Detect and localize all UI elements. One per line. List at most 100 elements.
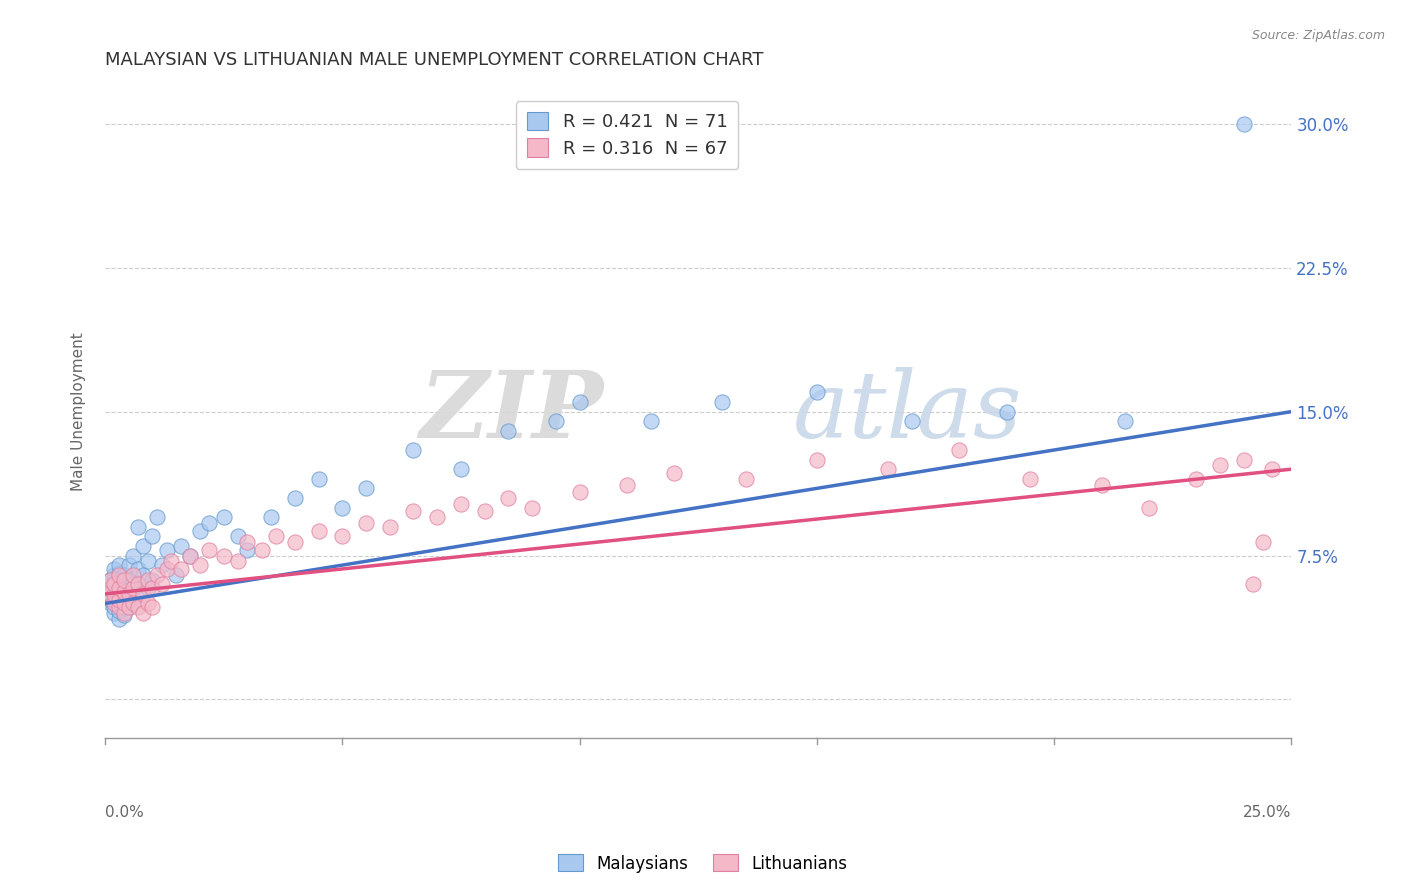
Point xyxy=(132,587,155,601)
Point xyxy=(640,414,662,428)
Point xyxy=(156,562,179,576)
Point xyxy=(1233,452,1256,467)
Point xyxy=(1137,500,1160,515)
Point xyxy=(1114,414,1136,428)
Point xyxy=(108,612,131,626)
Point xyxy=(568,395,591,409)
Point xyxy=(284,535,307,549)
Point xyxy=(108,600,131,615)
Point xyxy=(98,592,121,607)
Point xyxy=(98,587,121,601)
Point xyxy=(354,516,377,530)
Point xyxy=(710,395,733,409)
Point xyxy=(948,442,970,457)
Point xyxy=(284,491,307,505)
Point xyxy=(103,587,125,601)
Point xyxy=(127,520,149,534)
Point xyxy=(112,574,135,588)
Point xyxy=(1090,477,1112,491)
Point xyxy=(260,510,283,524)
Point xyxy=(103,577,125,591)
Point xyxy=(402,504,425,518)
Point xyxy=(118,574,141,588)
Point xyxy=(98,581,121,595)
Point xyxy=(170,539,193,553)
Point xyxy=(122,597,145,611)
Point xyxy=(1019,472,1042,486)
Point xyxy=(520,500,543,515)
Point xyxy=(150,577,173,591)
Point xyxy=(264,529,287,543)
Point xyxy=(108,558,131,573)
Point xyxy=(877,462,900,476)
Point xyxy=(170,562,193,576)
Point xyxy=(112,585,135,599)
Point xyxy=(1251,535,1274,549)
Point xyxy=(112,577,135,591)
Point xyxy=(132,539,155,553)
Point xyxy=(198,516,221,530)
Point xyxy=(122,567,145,582)
Point xyxy=(108,589,131,603)
Point xyxy=(108,567,131,582)
Legend: R = 0.421  N = 71, R = 0.316  N = 67: R = 0.421 N = 71, R = 0.316 N = 67 xyxy=(516,101,738,169)
Point xyxy=(112,607,135,622)
Point xyxy=(146,510,169,524)
Point xyxy=(127,600,149,615)
Point xyxy=(103,581,125,595)
Point xyxy=(98,597,121,611)
Point xyxy=(122,597,145,611)
Point xyxy=(450,497,472,511)
Point xyxy=(112,567,135,582)
Point xyxy=(498,491,520,505)
Point xyxy=(112,606,135,620)
Point xyxy=(132,606,155,620)
Point xyxy=(156,542,179,557)
Point xyxy=(160,554,183,568)
Point xyxy=(150,558,173,573)
Point xyxy=(1209,458,1232,473)
Point xyxy=(136,581,159,595)
Point xyxy=(112,592,135,607)
Point xyxy=(136,554,159,568)
Point xyxy=(118,587,141,601)
Point xyxy=(616,477,638,491)
Point xyxy=(118,600,141,615)
Text: ZIP: ZIP xyxy=(419,367,603,457)
Point xyxy=(450,462,472,476)
Point xyxy=(118,558,141,573)
Point xyxy=(544,414,567,428)
Point xyxy=(188,558,211,573)
Point xyxy=(1261,462,1284,476)
Point xyxy=(212,510,235,524)
Point xyxy=(122,581,145,595)
Point xyxy=(136,597,159,611)
Point xyxy=(103,606,125,620)
Point xyxy=(330,500,353,515)
Point xyxy=(103,562,125,576)
Point xyxy=(1233,117,1256,131)
Point xyxy=(236,535,259,549)
Point xyxy=(308,472,330,486)
Point xyxy=(378,520,401,534)
Point xyxy=(188,524,211,538)
Point xyxy=(103,574,125,588)
Point xyxy=(118,587,141,601)
Point xyxy=(212,549,235,563)
Point xyxy=(141,529,163,543)
Point xyxy=(995,404,1018,418)
Point xyxy=(664,466,686,480)
Point xyxy=(308,524,330,538)
Point xyxy=(426,510,449,524)
Point xyxy=(474,504,496,518)
Point xyxy=(141,581,163,595)
Text: 25.0%: 25.0% xyxy=(1243,805,1291,820)
Point xyxy=(402,442,425,457)
Point xyxy=(179,549,201,563)
Point xyxy=(141,574,163,588)
Point xyxy=(226,529,249,543)
Point xyxy=(198,542,221,557)
Point xyxy=(108,581,131,595)
Point xyxy=(127,562,149,576)
Point xyxy=(103,567,125,582)
